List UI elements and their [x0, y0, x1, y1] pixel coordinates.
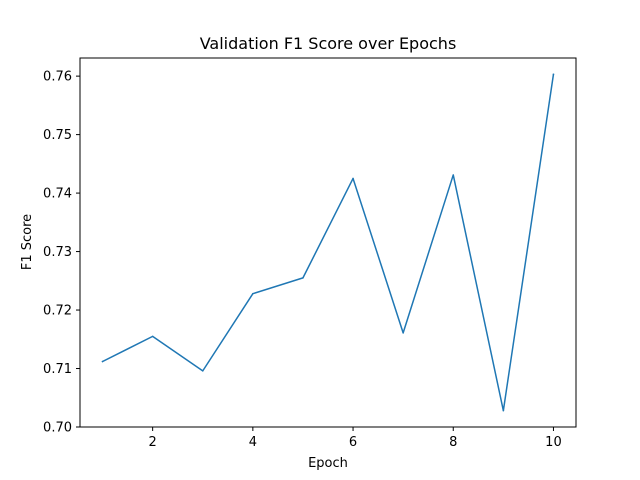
- data-point: [302, 277, 304, 279]
- data-point: [201, 370, 204, 372]
- data-point: [252, 292, 254, 295]
- series-line: [101, 73, 555, 412]
- y-tick-label: 0.73: [43, 245, 72, 260]
- x-tick-label: 8: [449, 435, 457, 450]
- data-point: [101, 360, 104, 363]
- data-point: [352, 177, 354, 180]
- y-axis-ticks: 0.70 0.71 0.72 0.73 0.74 0.75 0.76: [43, 70, 80, 436]
- y-tick-label: 0.72: [43, 304, 72, 319]
- y-tick-label: 0.70: [43, 421, 72, 436]
- series-group: [101, 73, 555, 412]
- x-tick-label: 2: [149, 435, 157, 450]
- plot-area-frame: [79, 57, 577, 428]
- x-tick-label: 4: [249, 435, 257, 450]
- y-tick-label: 0.76: [43, 70, 72, 85]
- data-point: [151, 335, 154, 338]
- y-tick-label: 0.71: [43, 362, 72, 377]
- x-axis-ticks: 2 4 6 8 10: [149, 427, 562, 450]
- data-point: [552, 73, 555, 76]
- data-point: [452, 174, 455, 176]
- x-axis-label: Epoch: [308, 456, 348, 471]
- y-tick-label: 0.74: [43, 187, 72, 202]
- chart-title: Validation F1 Score over Epochs: [200, 34, 457, 53]
- data-point: [402, 332, 404, 334]
- y-axis-label: F1 Score: [20, 214, 35, 270]
- x-tick-label: 6: [349, 435, 357, 450]
- x-tick-label: 10: [545, 435, 562, 450]
- y-tick-label: 0.75: [43, 128, 72, 143]
- data-point: [502, 409, 505, 412]
